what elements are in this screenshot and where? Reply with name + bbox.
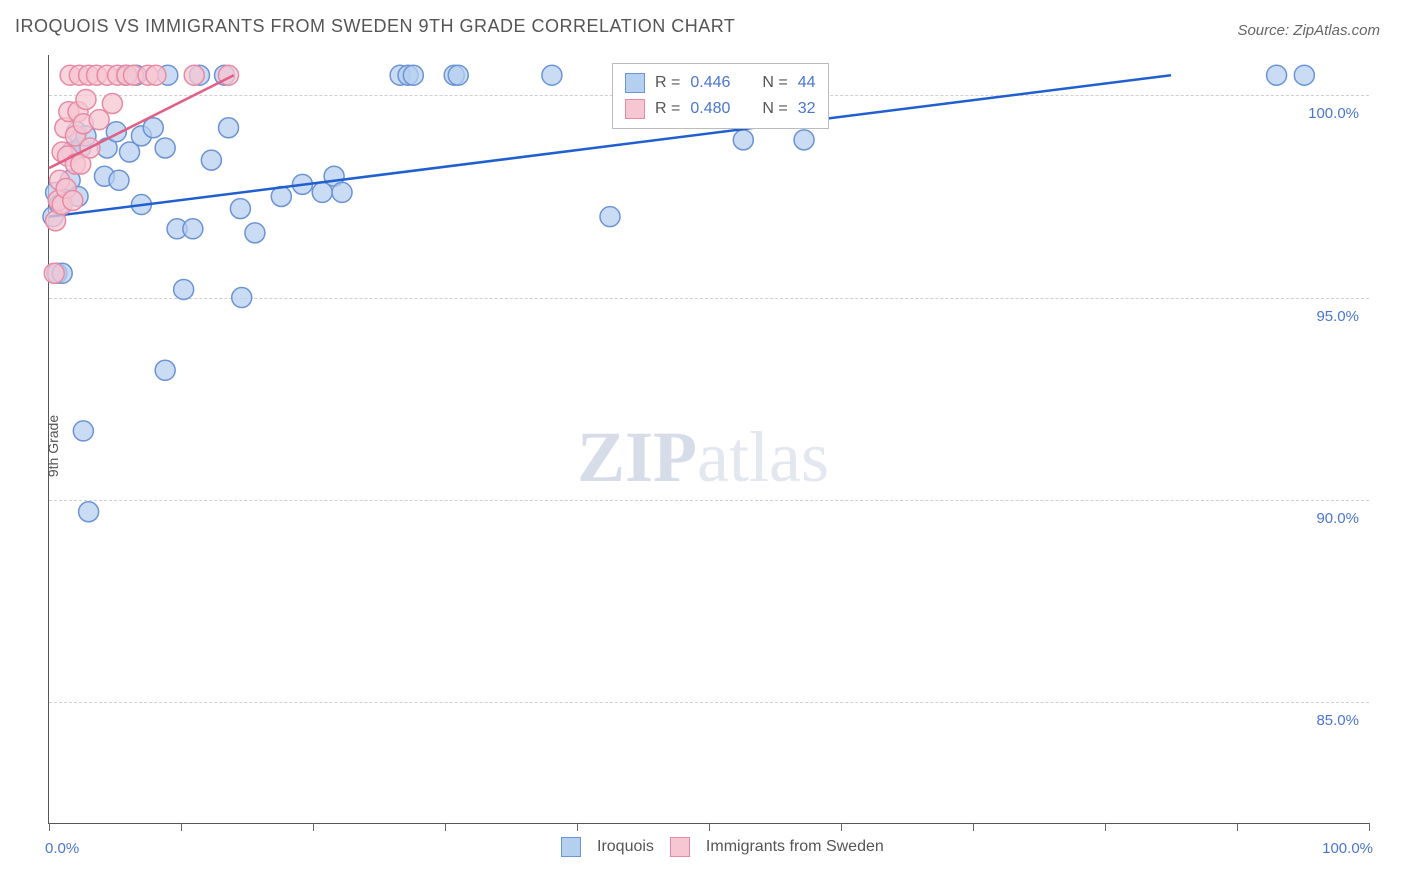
scatter-point: [79, 502, 99, 522]
legend-swatch: [625, 99, 645, 119]
scatter-point: [143, 118, 163, 138]
legend-series-name: Immigrants from Sweden: [706, 838, 884, 856]
legend-swatch: [625, 73, 645, 93]
scatter-point: [245, 223, 265, 243]
scatter-point: [332, 182, 352, 202]
scatter-point: [403, 65, 423, 85]
scatter-point: [230, 199, 250, 219]
scatter-point: [1267, 65, 1287, 85]
scatter-point: [73, 421, 93, 441]
x-max-label: 100.0%: [1322, 840, 1373, 857]
scatter-point: [232, 288, 252, 308]
trend-line: [49, 75, 1171, 216]
legend-r-label: R =: [655, 96, 680, 122]
scatter-point: [155, 360, 175, 380]
scatter-point: [542, 65, 562, 85]
x-tick: [1369, 823, 1370, 831]
x-tick: [313, 823, 314, 831]
scatter-point: [109, 170, 129, 190]
scatter-point: [201, 150, 221, 170]
scatter-point: [794, 130, 814, 150]
scatter-point: [174, 279, 194, 299]
x-tick: [577, 823, 578, 831]
source-label: Source: ZipAtlas.com: [1237, 22, 1380, 39]
scatter-plot: 85.0%90.0%95.0%100.0%0.0%100.0%ZIPatlasR…: [48, 55, 1369, 824]
x-tick: [445, 823, 446, 831]
legend-r-label: R =: [655, 70, 680, 96]
scatter-point: [733, 130, 753, 150]
scatter-point: [146, 65, 166, 85]
x-tick: [49, 823, 50, 831]
scatter-point: [44, 263, 64, 283]
scatter-point: [219, 118, 239, 138]
scatter-point: [183, 219, 203, 239]
legend-series: Iroquois Immigrants from Sweden: [561, 837, 884, 857]
x-tick: [181, 823, 182, 831]
legend-stat-row: R = 0.480 N = 32: [625, 96, 816, 122]
scatter-point: [448, 65, 468, 85]
x-tick: [709, 823, 710, 831]
legend-n-value: 32: [798, 96, 816, 122]
legend-r-value: 0.480: [690, 96, 730, 122]
scatter-point: [155, 138, 175, 158]
x-tick: [973, 823, 974, 831]
legend-r-value: 0.446: [690, 70, 730, 96]
x-tick: [841, 823, 842, 831]
scatter-point: [1294, 65, 1314, 85]
legend-series-name: Iroquois: [597, 838, 654, 856]
scatter-point: [102, 94, 122, 114]
chart-title: IROQUOIS VS IMMIGRANTS FROM SWEDEN 9TH G…: [15, 16, 735, 37]
scatter-point: [184, 65, 204, 85]
scatter-point: [89, 110, 109, 130]
x-tick: [1105, 823, 1106, 831]
scatter-point: [600, 207, 620, 227]
scatter-point: [76, 89, 96, 109]
legend-swatch: [670, 837, 690, 857]
x-min-label: 0.0%: [45, 840, 79, 857]
scatter-point: [63, 191, 83, 211]
legend-stat-row: R = 0.446 N = 44: [625, 70, 816, 96]
legend-n-label: N =: [762, 70, 787, 96]
x-tick: [1237, 823, 1238, 831]
legend-stats: R = 0.446 N = 44 R = 0.480 N = 32: [612, 63, 829, 129]
legend-n-label: N =: [762, 96, 787, 122]
legend-swatch: [561, 837, 581, 857]
legend-n-value: 44: [798, 70, 816, 96]
